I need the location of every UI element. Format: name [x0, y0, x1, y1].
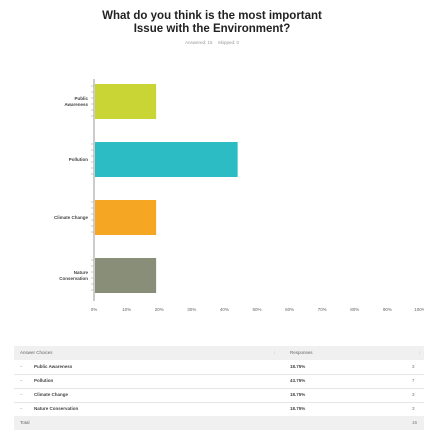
header-responses: Responses [290, 350, 313, 355]
total-label: Total [20, 420, 30, 425]
row-count: 3 [412, 406, 415, 411]
answered-count: Answered: 16 [184, 40, 213, 45]
x-tick-label: 40% [220, 307, 229, 312]
row-percent: 43.75% [290, 378, 306, 383]
row-percent: 18.75% [290, 364, 306, 369]
row-label: Pollution [34, 378, 54, 383]
row-bullet-icon: – [20, 364, 23, 369]
row-bullet-icon: – [20, 392, 23, 397]
table-row: – Pollution 43.75% 7 [14, 374, 424, 388]
x-tick-label: 50% [252, 307, 261, 312]
bar [95, 142, 238, 177]
table-row: – Climate Change 18.75% 3 [14, 388, 424, 402]
row-label: Nature Conservation [34, 406, 79, 411]
category-label: Nature [74, 270, 89, 275]
row-divider [14, 402, 424, 403]
row-count: 7 [412, 378, 415, 383]
sort-handle-icon[interactable]: ⋮ [417, 350, 422, 355]
x-tick-label: 80% [350, 307, 359, 312]
row-percent: 18.75% [290, 392, 306, 397]
x-tick-label: 30% [187, 307, 196, 312]
row-percent: 18.75% [290, 406, 306, 411]
bar [95, 84, 157, 119]
category-label: Pollution [69, 157, 88, 162]
sort-handle-icon[interactable]: ⋮ [272, 350, 277, 355]
bar [95, 200, 157, 235]
row-divider [14, 374, 424, 375]
table-total-row: Total 16 [14, 416, 424, 430]
category-label: Awareness [64, 102, 88, 107]
x-tick-label: 60% [285, 307, 294, 312]
skipped-count: Skipped: 0 [217, 40, 240, 45]
row-count: 3 [412, 392, 415, 397]
category-label: Conservation [59, 276, 88, 281]
chart-title: What do you think is the most important … [0, 10, 424, 36]
x-tick-label: 70% [318, 307, 327, 312]
x-tick-label: 100% [414, 307, 424, 312]
x-tick-label: 10% [122, 307, 131, 312]
table-header: Answer Choices ⋮ Responses ⋮ [14, 346, 424, 360]
bar [95, 258, 157, 293]
table-row: – Public Awareness 18.75% 3 [14, 360, 424, 374]
row-bullet-icon: – [20, 406, 23, 411]
chart-title-line-1: What do you think is the most important [102, 10, 322, 22]
row-label: Climate Change [34, 392, 69, 397]
row-divider [14, 388, 424, 389]
chart-title-line-2: Issue with the Environment? [133, 23, 291, 35]
response-summary: Answered: 16 Skipped: 0 [0, 40, 424, 45]
x-tick-label: 0% [91, 307, 98, 312]
row-label: Public Awareness [34, 364, 73, 369]
x-tick-label: 90% [383, 307, 392, 312]
table-row: – Nature Conservation 18.75% 3 [14, 402, 424, 416]
row-bullet-icon: – [20, 378, 23, 383]
row-count: 3 [412, 364, 415, 369]
category-label: Public [74, 96, 88, 101]
category-label: Climate Change [54, 215, 89, 220]
total-count: 16 [412, 420, 418, 425]
header-answer-choices: Answer Choices [20, 350, 53, 355]
x-tick-label: 20% [155, 307, 164, 312]
